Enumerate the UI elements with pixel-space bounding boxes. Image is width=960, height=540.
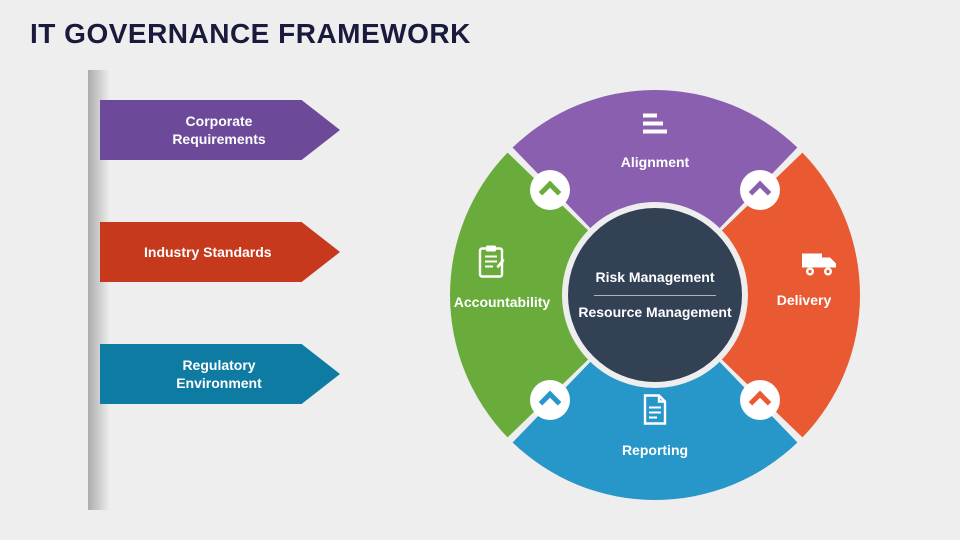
chevron-up-icon [539,391,562,414]
chevron-up-icon [749,391,772,414]
arrow-label: Regulatory Environment [144,356,294,392]
arrow-industry: Industry Standards [100,222,340,282]
arrow-label: Corporate Requirements [144,112,294,148]
connector-circle [740,170,780,210]
center-bottom-text: Resource Management [578,304,731,322]
donut-chart: Risk Management Resource Management Alig… [440,80,870,510]
arrow-corporate: Corporate Requirements [100,100,340,160]
chevron-up-icon [539,181,562,204]
connector-circle [530,170,570,210]
chevron-up-icon [749,181,772,204]
center-top-text: Risk Management [595,269,714,287]
connector-circle [740,380,780,420]
arrow-label: Industry Standards [144,243,272,261]
center-circle: Risk Management Resource Management [568,208,742,382]
arrow-column: Corporate Requirements Industry Standard… [100,100,360,490]
center-divider [594,295,716,296]
arrow-regulatory: Regulatory Environment [100,344,340,404]
connector-circle [530,380,570,420]
page-title: IT GOVERNANCE FRAMEWORK [30,18,471,50]
